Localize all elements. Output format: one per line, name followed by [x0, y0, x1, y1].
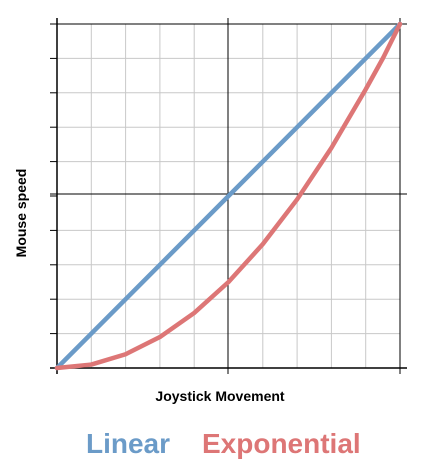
legend-linear-label: Linear — [86, 428, 170, 459]
series-line-linear — [54, 21, 403, 371]
y-axis-title: Mouse speed — [13, 169, 29, 258]
series-line-exponential — [54, 21, 403, 371]
x-axis-title: Joystick Movement — [155, 388, 284, 404]
series-group — [54, 21, 403, 371]
legend-exponential-label: Exponential — [202, 428, 361, 459]
